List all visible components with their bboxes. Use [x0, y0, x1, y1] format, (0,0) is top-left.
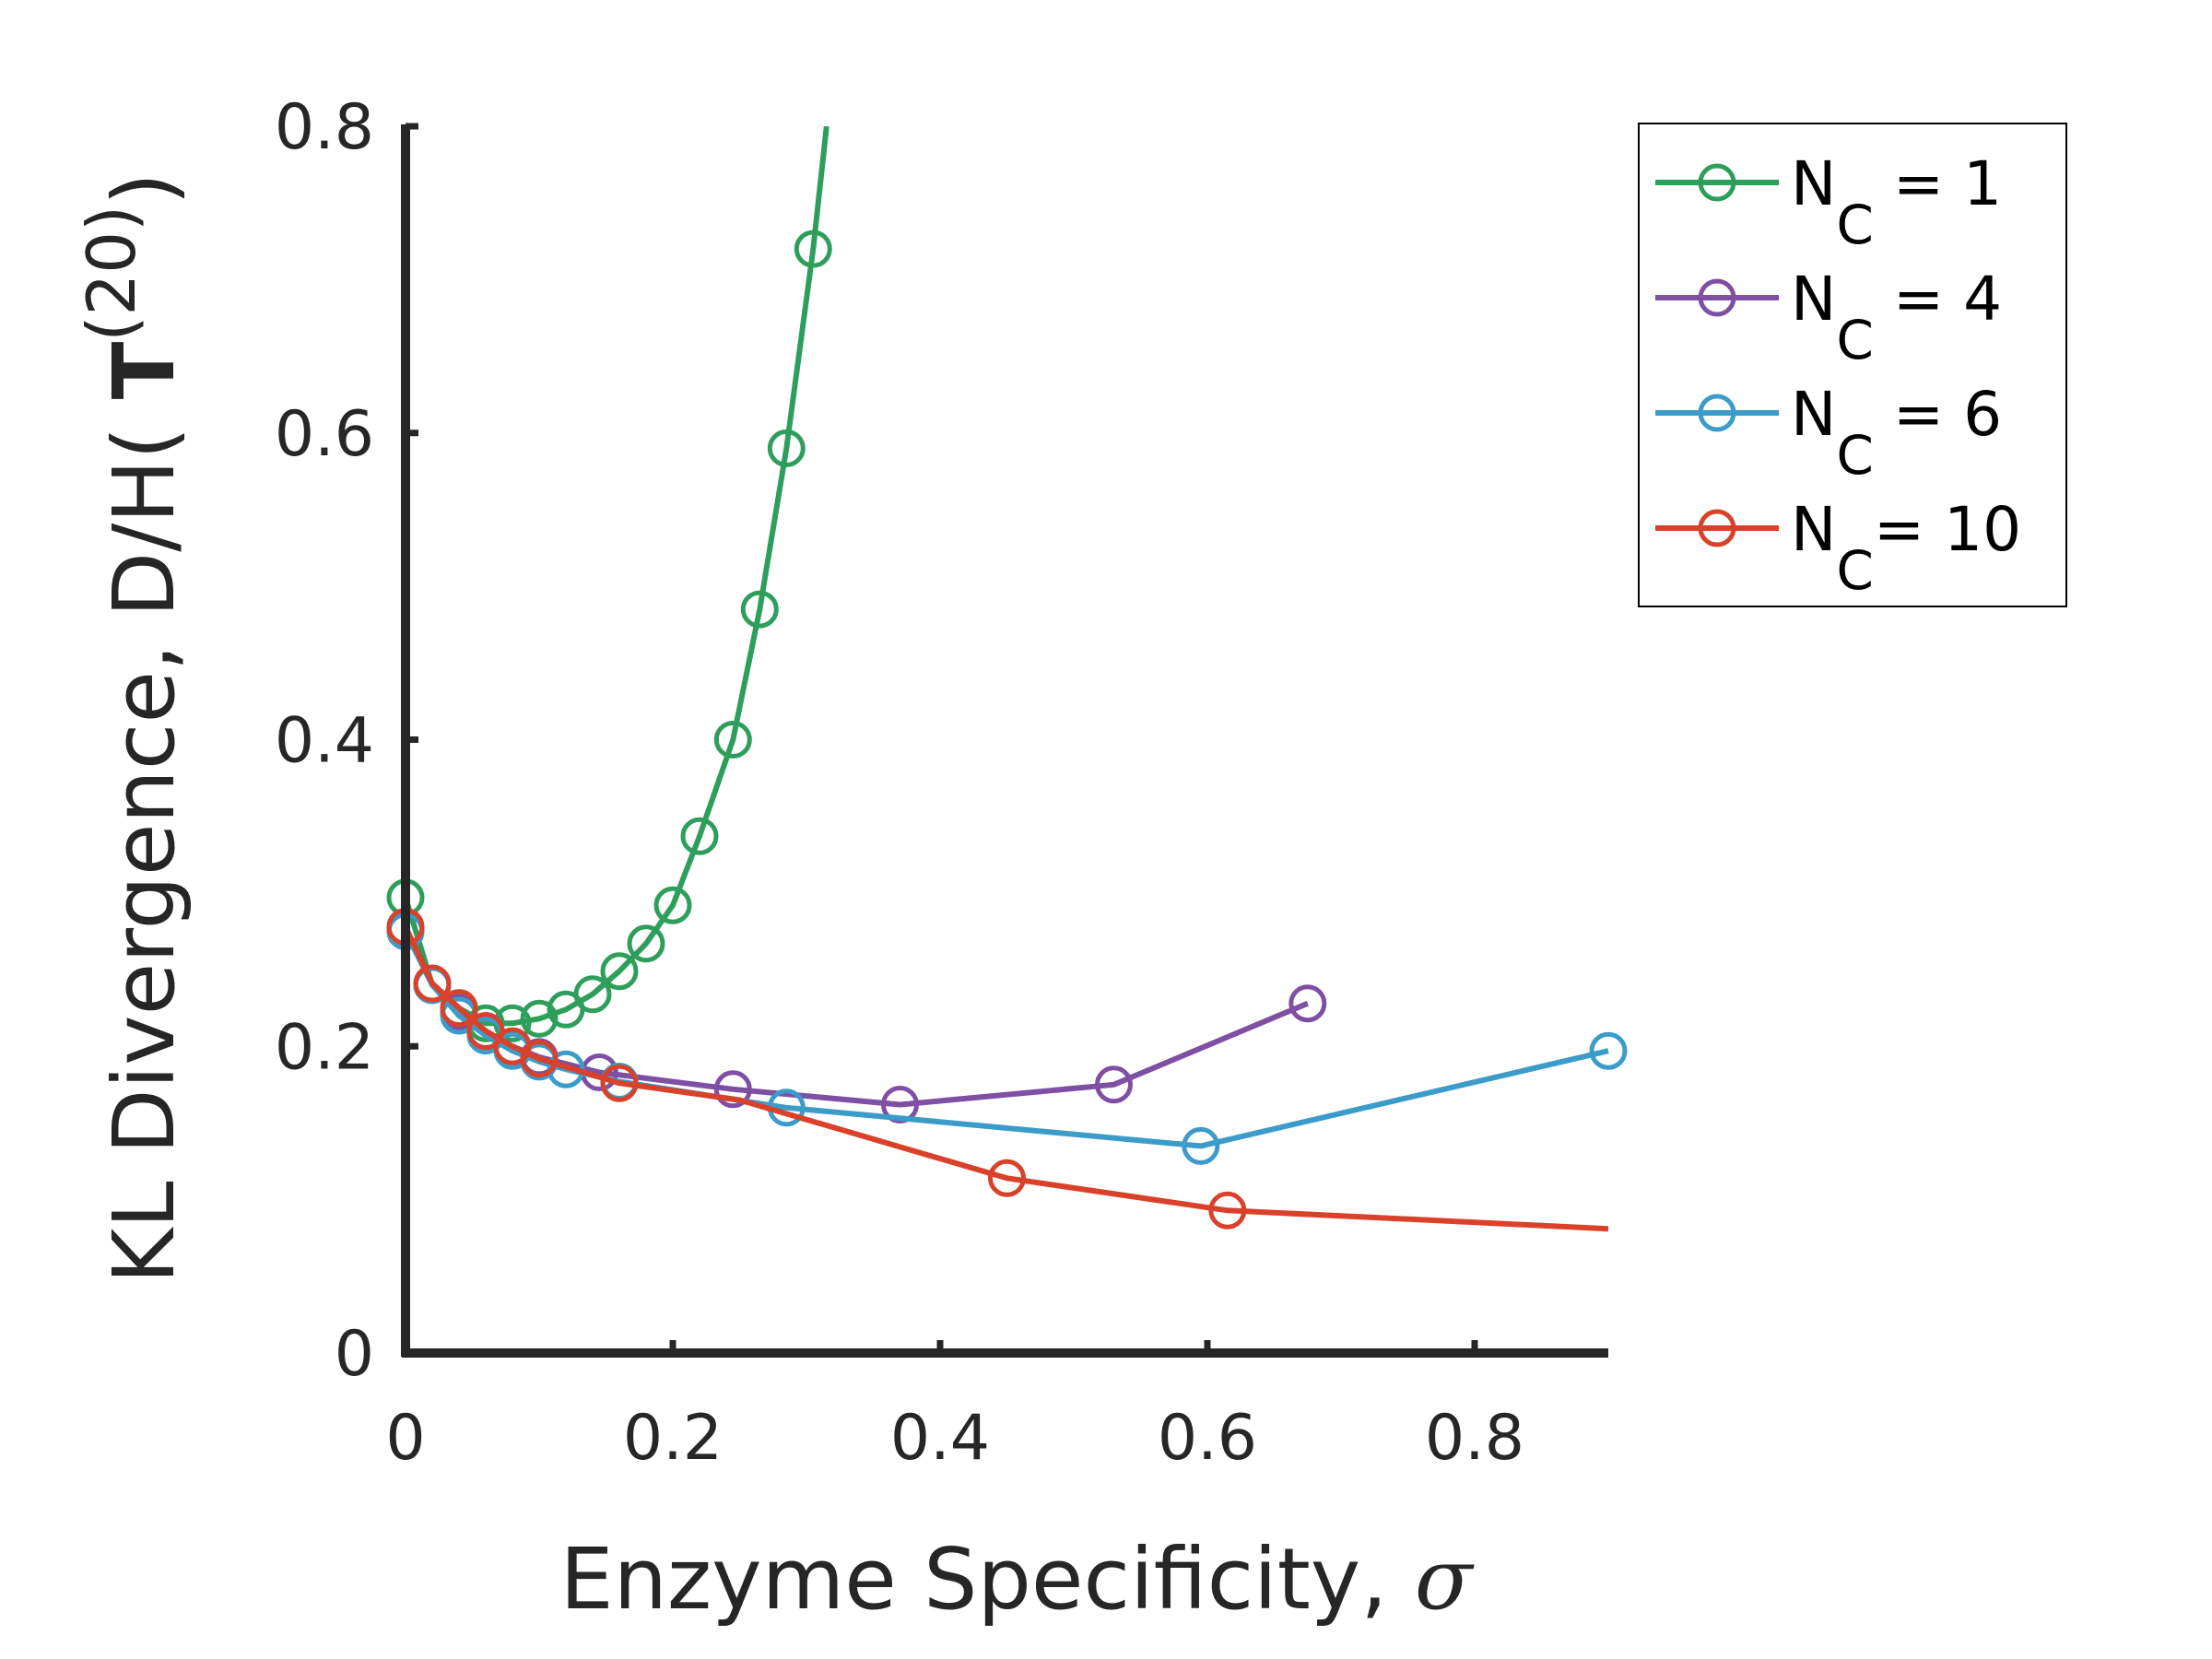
- legend: NC = 1NC = 4NC = 6NC= 10: [1638, 123, 2067, 607]
- legend-marker: [1698, 509, 1736, 547]
- data-point: [627, 924, 665, 963]
- y-axis-title: KL Divergence, D/H( T(20)): [73, 172, 194, 1284]
- legend-item-4: NC= 10: [1655, 494, 2021, 602]
- data-point: [713, 721, 752, 759]
- data-point: [767, 429, 806, 467]
- data-point: [653, 886, 692, 924]
- x-tick-label: 0.4: [890, 1402, 990, 1475]
- data-point: [1182, 1126, 1220, 1165]
- data-point: [1288, 984, 1327, 1023]
- data-point: [1095, 1065, 1133, 1104]
- legend-label-sub: C: [1836, 194, 1874, 256]
- data-point: [573, 975, 612, 1014]
- series-4: [386, 908, 1609, 1232]
- legend-label-main: N: [1791, 264, 1836, 335]
- data-point: [713, 1070, 752, 1109]
- data-point: [600, 1064, 639, 1102]
- data-point: [413, 964, 452, 1003]
- legend-label-rest: = 10: [1874, 494, 2021, 565]
- legend-label: NC = 6: [1791, 379, 2002, 487]
- data-point: [794, 229, 832, 268]
- legend-label-main: N: [1791, 379, 1836, 450]
- legend-label: NC= 10: [1791, 494, 2021, 602]
- legend-marker: [1698, 278, 1736, 317]
- series-line-4: [403, 925, 1609, 1232]
- y-axis-title-prefix: KL Divergence, D/H(: [95, 399, 194, 1284]
- legend-label-rest: = 4: [1874, 264, 2002, 335]
- legend-label-sub: C: [1836, 309, 1874, 371]
- data-point: [520, 999, 559, 1038]
- y-axis-title-sup: (20): [73, 206, 150, 342]
- series-line-3: [403, 930, 1609, 1149]
- x-tick-label: 0.2: [623, 1402, 723, 1475]
- legend-label-main: N: [1791, 148, 1836, 219]
- x-axis-title: Enzyme Specificity, σ: [559, 1530, 1474, 1629]
- legend-label: NC = 4: [1791, 264, 2002, 371]
- x-axis-title-text: Enzyme Specificity,: [559, 1530, 1414, 1629]
- legend-marker: [1698, 394, 1736, 432]
- x-tick-label: 0: [385, 1402, 425, 1475]
- data-point: [440, 989, 478, 1028]
- series-1: [386, 126, 832, 1042]
- y-tick-label: 0.2: [275, 1011, 374, 1084]
- data-point: [988, 1159, 1026, 1197]
- series-line-1: [403, 126, 830, 1027]
- y-axis-title-bold: T: [95, 341, 194, 399]
- y-tick-label: 0.4: [275, 705, 374, 778]
- y-tick-label: 0.8: [275, 91, 374, 164]
- y-tick-label: 0.6: [275, 398, 374, 471]
- data-point: [520, 1040, 559, 1078]
- legend-label-rest: = 1: [1874, 148, 2002, 219]
- x-tick-label: 0.8: [1425, 1402, 1524, 1475]
- data-point: [600, 952, 639, 991]
- x-tick-label: 0.6: [1158, 1402, 1257, 1475]
- legend-label-rest: = 6: [1874, 379, 2002, 450]
- legend-marker: [1698, 163, 1736, 202]
- legend-label-sub: C: [1836, 424, 1874, 487]
- data-point: [740, 590, 779, 629]
- legend-item-3: NC = 6: [1655, 379, 2002, 487]
- data-point: [881, 1086, 919, 1124]
- series-3: [386, 912, 1628, 1165]
- legend-label-sub: C: [1836, 539, 1874, 602]
- data-point: [1208, 1191, 1247, 1230]
- series-layer: [386, 126, 1628, 1232]
- data-point: [680, 817, 719, 855]
- legend-item-2: NC = 4: [1655, 264, 2002, 371]
- legend-label: NC = 1: [1791, 148, 2002, 256]
- x-axis-title-symbol: σ: [1415, 1530, 1475, 1629]
- legend-item-1: NC = 1: [1655, 148, 2002, 256]
- axes-layer: [401, 123, 1608, 1358]
- data-point: [1589, 1031, 1628, 1070]
- legend-label-main: N: [1791, 494, 1836, 565]
- y-axis-title-suffix: ): [95, 172, 194, 206]
- y-tick-label: 0: [335, 1318, 374, 1391]
